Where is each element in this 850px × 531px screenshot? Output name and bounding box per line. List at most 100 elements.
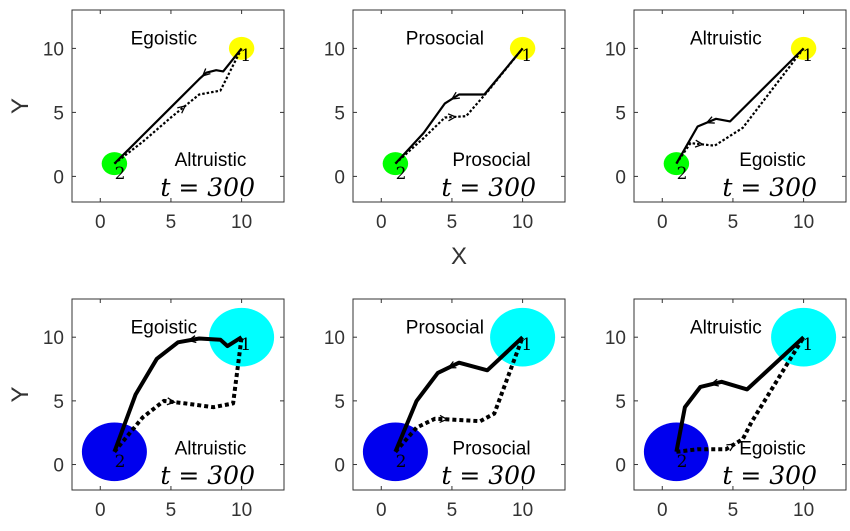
- panel-5: 0 5 10 0 5 10 Prosocial Prosocial 1 2 t = 300: [324, 298, 566, 521]
- x-axis-label: X: [451, 243, 467, 270]
- agent-1-role-label: Egoistic: [131, 29, 198, 50]
- time-label: t = 300: [160, 461, 255, 490]
- direction-arrow: [450, 91, 460, 100]
- trajectory-dotted: [393, 336, 525, 454]
- agent-1-index-label: 1: [521, 335, 532, 355]
- x-tick-label: 10: [793, 500, 814, 521]
- y-tick-label: 10: [43, 39, 64, 60]
- x-tick-label: 0: [657, 500, 668, 521]
- x-tick-label: 10: [793, 212, 814, 233]
- agent-1-index-label: 1: [521, 46, 532, 66]
- y-tick-label: 0: [334, 456, 345, 477]
- agent-1-role-label: Prosocial: [406, 317, 484, 338]
- y-tick-label: 5: [334, 103, 345, 124]
- direction-arrow: [705, 116, 715, 124]
- trajectory-dotted: [112, 336, 244, 454]
- y-tick-label: 5: [53, 392, 64, 413]
- x-tick-label: 0: [95, 212, 106, 233]
- y-tick-label: 5: [615, 103, 626, 124]
- y-tick-label: 0: [334, 167, 345, 188]
- panel-2: 0 5 10 0 5 10 X Prosocial Prosocial 1 2 t = 300: [324, 9, 566, 270]
- axes-frame: [71, 9, 285, 203]
- time-label: t = 300: [722, 173, 817, 202]
- agent-2-role-label: Prosocial: [452, 438, 530, 459]
- direction-arrow: [447, 113, 457, 122]
- agent-1-index-label: 1: [240, 335, 251, 355]
- trajectory-solid: [675, 47, 805, 165]
- direction-arrow: [187, 335, 197, 344]
- agent-2-index-label: 2: [677, 164, 688, 184]
- direction-arrow: [709, 378, 719, 387]
- axes-frame: [71, 298, 285, 491]
- y-tick-label: 5: [53, 103, 64, 124]
- x-tick-label: 10: [231, 212, 252, 233]
- trajectory-dotted: [113, 47, 243, 165]
- y-axis-label: Y: [7, 98, 34, 114]
- x-tick-label: 10: [512, 500, 533, 521]
- time-label: t = 300: [160, 173, 255, 202]
- y-tick-label: 5: [334, 392, 345, 413]
- agent-1-role-label: Altruistic: [690, 29, 762, 50]
- agent-2-index-label: 2: [396, 452, 407, 472]
- agent-2-index-label: 2: [115, 164, 126, 184]
- x-tick-label: 5: [447, 500, 458, 521]
- agent-2-role-label: Egoistic: [739, 150, 806, 171]
- x-tick-label: 10: [231, 500, 252, 521]
- y-tick-label: 10: [324, 328, 345, 349]
- agent-1-index-label: 1: [240, 46, 251, 66]
- y-axis-label: Y: [7, 386, 34, 402]
- y-tick-label: 0: [615, 167, 626, 188]
- direction-arrow: [201, 68, 211, 77]
- agent-2-marker: [362, 422, 428, 482]
- direction-arrow: [694, 139, 705, 148]
- x-tick-label: 5: [447, 212, 458, 233]
- direction-arrow: [439, 414, 449, 424]
- agent-2-index-label: 2: [677, 452, 688, 472]
- y-tick-label: 10: [605, 39, 626, 60]
- direction-arrow: [726, 443, 736, 452]
- agent-1-role-label: Altruistic: [690, 317, 762, 338]
- axes-frame: [633, 298, 847, 491]
- y-tick-label: 10: [605, 328, 626, 349]
- y-tick-label: 5: [615, 392, 626, 413]
- trajectory-dotted: [394, 47, 524, 165]
- agent-1-index-label: 1: [802, 335, 813, 355]
- panel-1: 0 5 10 0 5 10 Y Egoistic Altruistic 1 2 t = 300: [7, 9, 285, 233]
- x-tick-label: 5: [728, 212, 739, 233]
- x-tick-label: 0: [376, 500, 387, 521]
- agent-1-role-label: Prosocial: [406, 29, 484, 50]
- trajectory-solid: [113, 47, 243, 165]
- direction-arrow: [447, 361, 457, 369]
- y-tick-label: 10: [43, 328, 64, 349]
- agent-1-role-label: Egoistic: [131, 317, 198, 338]
- x-tick-label: 0: [376, 212, 387, 233]
- time-label: t = 300: [441, 461, 536, 490]
- agent-2-index-label: 2: [115, 452, 126, 472]
- axes-frame: [352, 298, 566, 491]
- x-tick-label: 0: [657, 212, 668, 233]
- x-tick-label: 5: [166, 500, 177, 521]
- x-tick-label: 5: [166, 212, 177, 233]
- agent-2-index-label: 2: [396, 164, 407, 184]
- direction-arrow: [166, 397, 176, 406]
- axes-frame: [352, 9, 566, 203]
- agent-1-index-label: 1: [802, 46, 813, 66]
- agent-2-role-label: Prosocial: [452, 150, 530, 171]
- y-tick-label: 10: [324, 39, 345, 60]
- y-tick-label: 0: [53, 456, 64, 477]
- panel-4: 0 5 10 0 5 10 Y Egoistic Altruistic 1 2 t = 300: [7, 298, 285, 521]
- y-tick-label: 0: [615, 456, 626, 477]
- y-tick-label: 0: [53, 167, 64, 188]
- x-tick-label: 5: [728, 500, 739, 521]
- time-label: t = 300: [441, 173, 536, 202]
- time-label: t = 300: [722, 461, 817, 490]
- agent-2-role-label: Altruistic: [175, 150, 247, 171]
- panel-3: 0 5 10 0 5 10 Altruistic Egoistic 1 2 t = 300: [605, 9, 847, 233]
- agent-2-role-label: Egoistic: [739, 438, 806, 459]
- axes-frame: [633, 9, 847, 203]
- x-tick-label: 10: [512, 212, 533, 233]
- agent-2-role-label: Altruistic: [175, 438, 247, 459]
- panel-6: 0 5 10 0 5 10 Altruistic Egoistic 1 2 t = 300: [605, 298, 847, 521]
- direction-arrow: [177, 105, 187, 114]
